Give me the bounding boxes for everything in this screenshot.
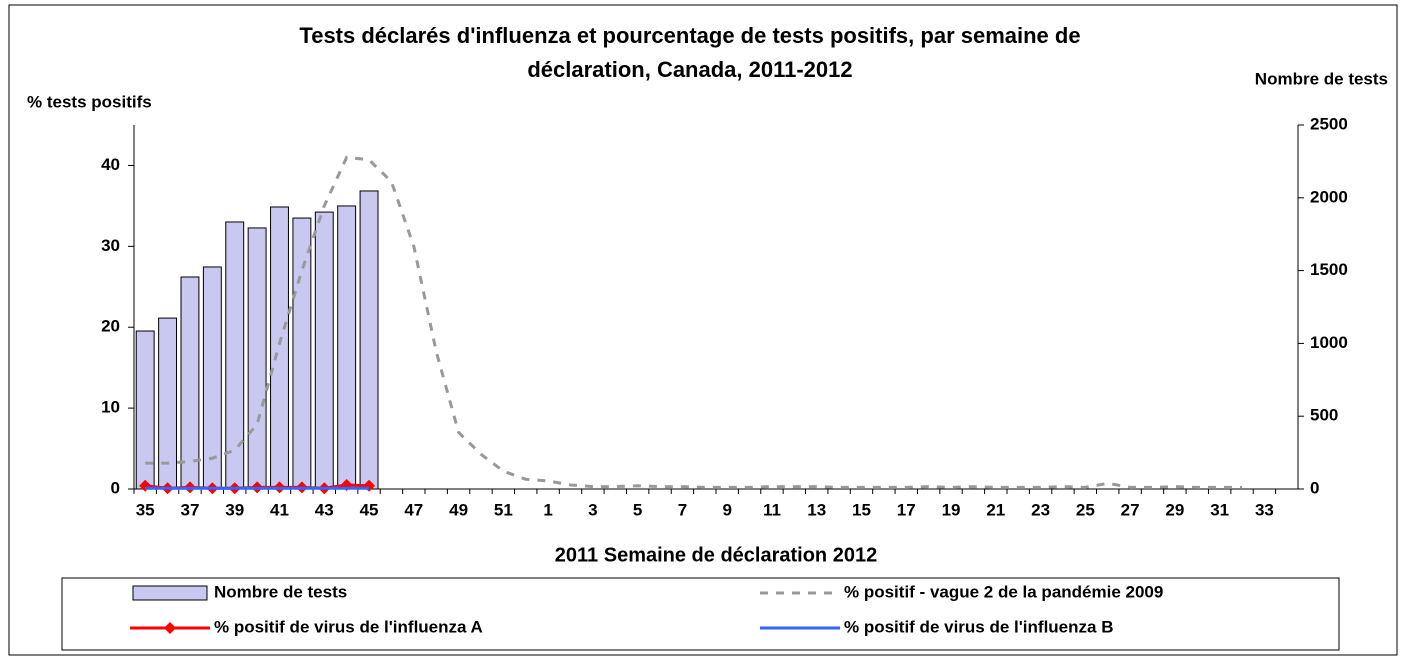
chart-title: déclaration, Canada, 2011-2012 bbox=[527, 57, 852, 82]
x-tick-label: 7 bbox=[678, 500, 687, 519]
legend-label: Nombre de tests bbox=[214, 582, 347, 601]
x-tick-label: 9 bbox=[722, 500, 731, 519]
x-tick-label: 35 bbox=[136, 500, 155, 519]
y-tick-label: 40 bbox=[101, 155, 120, 174]
y-tick-label: 0 bbox=[111, 478, 120, 497]
x-tick-label: 41 bbox=[270, 500, 289, 519]
bar bbox=[314, 211, 334, 490]
legend-box bbox=[61, 577, 1340, 651]
x-tick-label: 51 bbox=[494, 500, 513, 519]
x-tick-label: 11 bbox=[763, 500, 781, 519]
legend-label: % positif de virus de l'influenza A bbox=[214, 617, 483, 636]
x-tick-label: 13 bbox=[807, 500, 826, 519]
x-tick-label: 33 bbox=[1255, 500, 1274, 519]
bar bbox=[202, 266, 222, 490]
y-tick-label: 20 bbox=[101, 317, 120, 336]
x-tick-label: 37 bbox=[181, 500, 200, 519]
x-tick-label: 43 bbox=[315, 500, 334, 519]
bar bbox=[337, 205, 357, 490]
x-tick-label: 31 bbox=[1210, 500, 1229, 519]
x-tick-label: 39 bbox=[225, 500, 244, 519]
y2-tick-label: 2000 bbox=[1310, 187, 1348, 206]
y2-tick-label: 500 bbox=[1310, 406, 1338, 425]
legend-label: % positif - vague 2 de la pandémie 2009 bbox=[844, 582, 1163, 601]
bar bbox=[135, 330, 155, 490]
y2-tick-label: 1500 bbox=[1310, 260, 1348, 279]
bar bbox=[359, 190, 379, 490]
y2-tick-label: 2500 bbox=[1310, 114, 1348, 133]
x-tick-label: 15 bbox=[852, 500, 871, 519]
x-tick-label: 25 bbox=[1076, 500, 1095, 519]
x-tick-label: 23 bbox=[1031, 500, 1050, 519]
x-tick-label: 5 bbox=[633, 500, 642, 519]
bar bbox=[247, 227, 267, 490]
y2-tick-label: 1000 bbox=[1310, 333, 1348, 352]
legend-marker bbox=[164, 622, 176, 634]
bar bbox=[180, 276, 200, 490]
x-axis-title: 2011 Semaine de déclaration 2012 bbox=[555, 544, 877, 566]
x-tick-label: 47 bbox=[404, 500, 423, 519]
x-tick-label: 17 bbox=[897, 500, 916, 519]
x-tick-label: 19 bbox=[942, 500, 961, 519]
legend-swatch bbox=[132, 585, 208, 601]
legend-label: % positif de virus de l'influenza B bbox=[844, 617, 1113, 636]
x-tick-label: 27 bbox=[1121, 500, 1140, 519]
y-axis-title: % tests positifs bbox=[27, 92, 152, 111]
x-tick-label: 29 bbox=[1165, 500, 1184, 519]
y-tick-label: 30 bbox=[101, 236, 120, 255]
x-tick-label: 45 bbox=[360, 500, 379, 519]
bar bbox=[292, 217, 312, 490]
y2-tick-label: 0 bbox=[1310, 478, 1319, 497]
bar bbox=[225, 221, 245, 490]
x-tick-label: 21 bbox=[986, 500, 1005, 519]
x-tick-label: 49 bbox=[449, 500, 468, 519]
x-tick-label: 3 bbox=[588, 500, 597, 519]
y-tick-label: 10 bbox=[101, 398, 120, 417]
chart-title: Tests déclarés d'influenza et pourcentag… bbox=[299, 23, 1080, 48]
x-tick-label: 1 bbox=[543, 500, 552, 519]
y2-axis-title: Nombre de tests bbox=[1255, 69, 1388, 88]
bar bbox=[270, 206, 289, 490]
